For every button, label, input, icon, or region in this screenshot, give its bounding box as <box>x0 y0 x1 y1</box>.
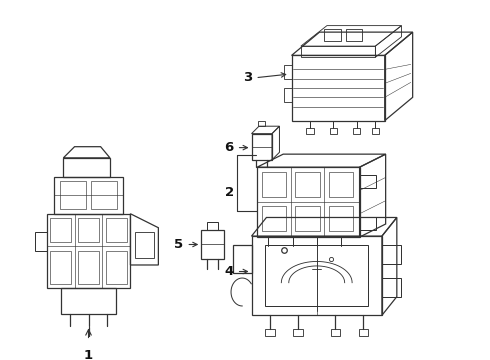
Text: 5: 5 <box>174 238 183 251</box>
Text: 1: 1 <box>84 349 93 360</box>
Text: 2: 2 <box>224 186 234 199</box>
Text: 4: 4 <box>224 265 234 278</box>
Text: 3: 3 <box>243 71 252 84</box>
Text: 6: 6 <box>224 141 234 154</box>
